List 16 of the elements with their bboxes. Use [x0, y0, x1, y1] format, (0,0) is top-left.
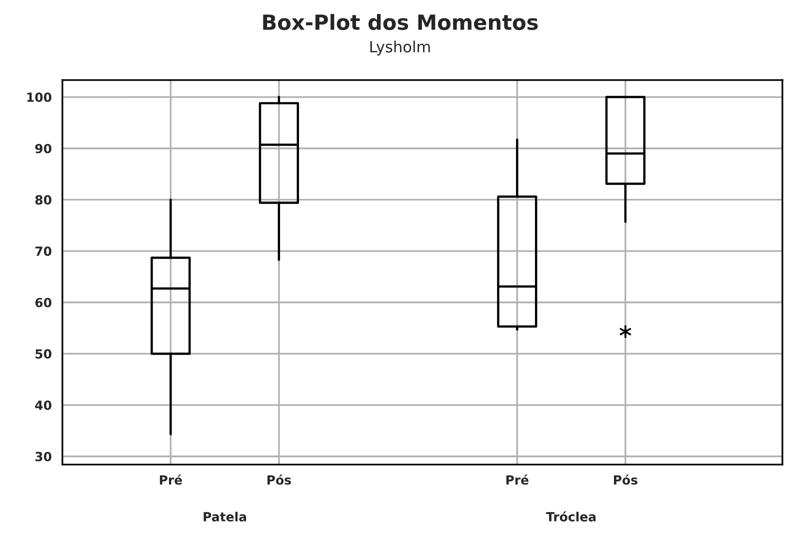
text: Patela [204, 512, 246, 522]
y-tick-label: 60 [35, 298, 52, 308]
y-tick-label: 80 [35, 195, 52, 205]
y-tick-label: 40 [35, 400, 52, 410]
chart-subtitle: Lysholm [370, 40, 430, 56]
text: Tróclea [546, 511, 596, 522]
x-tick-label: Pré [160, 474, 182, 485]
y-tick-label: 90 [35, 144, 52, 154]
y-tick-label: 30 [35, 452, 52, 462]
y-tick-label: 70 [35, 246, 52, 256]
x-tick-label: Pós [267, 474, 291, 485]
y-tick-label: 100 [27, 92, 52, 102]
x-tick-label: Pré [506, 474, 528, 485]
y-tick-label: 50 [36, 349, 52, 359]
x-tick-label: Pós [614, 474, 638, 485]
chart-title: Box-Plot dos Momentos [263, 14, 538, 30]
